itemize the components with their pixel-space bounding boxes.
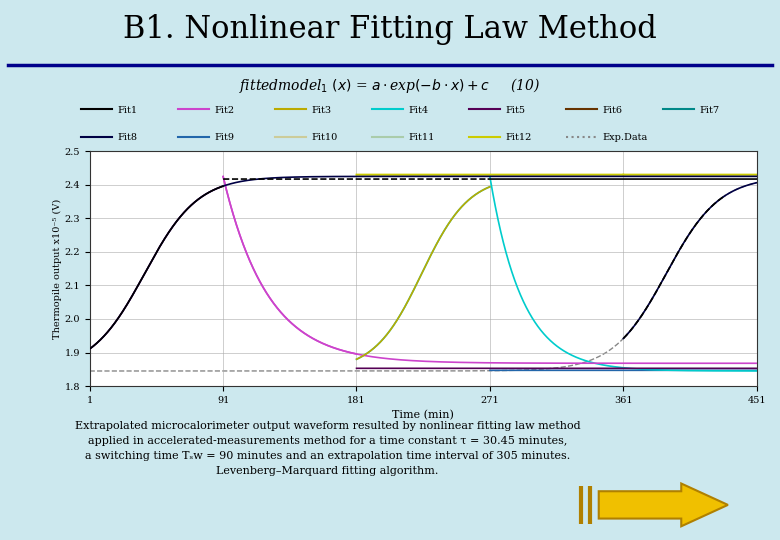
Text: Fit10: Fit10 [311, 133, 338, 143]
Text: Fit3: Fit3 [311, 106, 332, 114]
Text: Fit4: Fit4 [408, 106, 428, 114]
Text: Fit8: Fit8 [117, 133, 137, 143]
FancyArrow shape [599, 483, 728, 526]
X-axis label: Time (min): Time (min) [392, 410, 454, 421]
Text: Fit5: Fit5 [505, 106, 525, 114]
Text: fittedmodel$_1$ $(x)$ = $a\cdot$exp$(-b\cdot x)+c$     (10): fittedmodel$_1$ $(x)$ = $a\cdot$exp$(-b\… [239, 76, 541, 94]
Y-axis label: Thermopile output x10⁻⁵ (V): Thermopile output x10⁻⁵ (V) [52, 199, 62, 339]
Text: Exp.Data: Exp.Data [602, 133, 647, 143]
Text: Fit1: Fit1 [117, 106, 137, 114]
Text: Fit12: Fit12 [505, 133, 531, 143]
Text: Fit2: Fit2 [215, 106, 235, 114]
Text: Fit7: Fit7 [699, 106, 719, 114]
Text: Extrapolated microcalorimeter output waveform resulted by nonlinear fitting law : Extrapolated microcalorimeter output wav… [75, 421, 580, 476]
Text: B1. Nonlinear Fitting Law Method: B1. Nonlinear Fitting Law Method [123, 14, 657, 45]
Text: Fit6: Fit6 [602, 106, 622, 114]
Text: Fit11: Fit11 [408, 133, 434, 143]
Text: Fit9: Fit9 [215, 133, 234, 143]
